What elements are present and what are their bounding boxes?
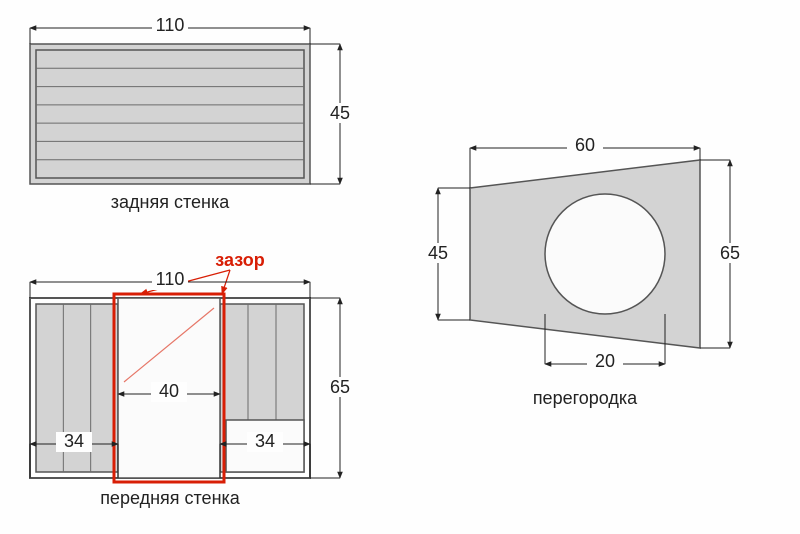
svg-text:60: 60 (575, 135, 595, 155)
front-wall-caption: передняя стенка (100, 488, 241, 508)
svg-text:20: 20 (595, 351, 615, 371)
svg-text:40: 40 (159, 381, 179, 401)
svg-text:34: 34 (64, 431, 84, 451)
gap-label: зазор (215, 250, 264, 270)
partition-hole (545, 194, 665, 314)
back-wall (30, 44, 310, 184)
partition-caption: перегородка (533, 388, 638, 408)
svg-text:110: 110 (156, 269, 185, 289)
svg-text:110: 110 (156, 15, 185, 35)
svg-text:45: 45 (428, 243, 448, 263)
svg-text:65: 65 (720, 243, 740, 263)
back-wall-caption: задняя стенка (111, 192, 230, 212)
svg-text:34: 34 (255, 431, 275, 451)
svg-text:45: 45 (330, 103, 350, 123)
svg-text:65: 65 (330, 377, 350, 397)
